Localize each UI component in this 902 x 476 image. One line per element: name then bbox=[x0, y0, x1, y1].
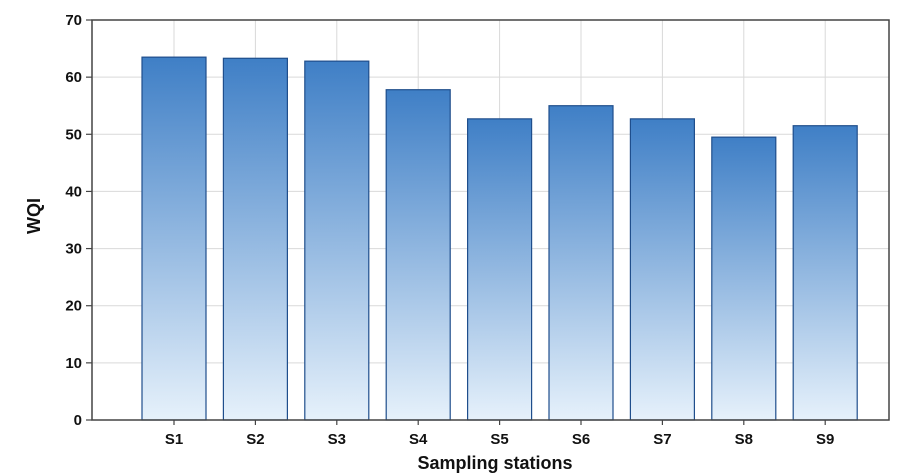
x-tick-label: S7 bbox=[653, 431, 671, 448]
bar-s4 bbox=[385, 89, 451, 421]
y-tick-label: 60 bbox=[65, 69, 82, 86]
x-axis-ticks: S1 S2 S3 S4 S5 S6 S7 S8 S9 bbox=[165, 420, 834, 448]
y-tick-label: 50 bbox=[65, 126, 82, 143]
bar-s1 bbox=[141, 56, 207, 421]
x-tick-label: S9 bbox=[816, 431, 834, 448]
y-tick-label: 40 bbox=[65, 183, 82, 200]
plot-frame bbox=[91, 19, 890, 421]
x-tick-label: S6 bbox=[572, 431, 590, 448]
bar-s8 bbox=[711, 136, 777, 421]
x-tick-label: S8 bbox=[735, 431, 753, 448]
x-tick-label: S1 bbox=[165, 431, 183, 448]
y-axis-ticks: 0 10 20 30 40 50 60 70 bbox=[65, 12, 92, 429]
bar-s2 bbox=[222, 57, 288, 421]
x-tick-label: S3 bbox=[328, 431, 346, 448]
bars bbox=[141, 56, 858, 421]
x-tick-label: S2 bbox=[246, 431, 264, 448]
y-tick-label: 70 bbox=[65, 12, 82, 29]
x-axis-title: Sampling stations bbox=[417, 453, 572, 473]
bar-s6 bbox=[548, 105, 614, 421]
y-tick-label: 20 bbox=[65, 298, 82, 315]
y-tick-label: 0 bbox=[74, 412, 82, 429]
bar-s5 bbox=[467, 118, 533, 421]
y-axis-title: WQI bbox=[24, 198, 44, 234]
x-tick-label: S5 bbox=[490, 431, 508, 448]
y-tick-label: 30 bbox=[65, 241, 82, 258]
bar-s9 bbox=[792, 125, 858, 421]
bar-s3 bbox=[304, 60, 370, 421]
y-tick-label: 10 bbox=[65, 355, 82, 372]
bar-s7 bbox=[629, 118, 696, 421]
x-tick-label: S4 bbox=[409, 431, 428, 448]
